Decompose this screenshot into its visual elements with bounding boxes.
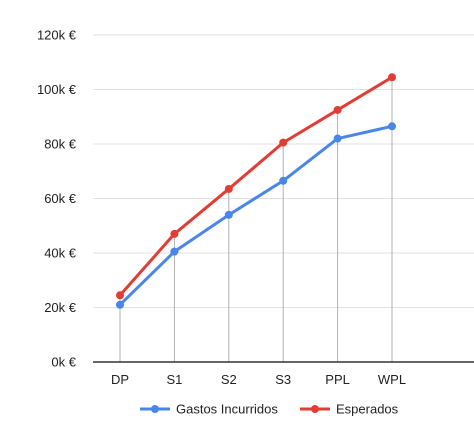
x-tick-label: WPL — [378, 372, 406, 387]
y-tick-label: 60k € — [44, 191, 77, 206]
legend-swatch-marker — [311, 405, 319, 413]
data-point — [388, 122, 396, 131]
series — [116, 73, 396, 309]
drop-lines — [119, 77, 393, 362]
y-tick-label: 0k € — [51, 355, 76, 370]
data-point — [388, 73, 396, 82]
data-point — [116, 300, 124, 309]
legend-label: Esperados — [336, 402, 399, 417]
x-tick-label: PPL — [325, 372, 350, 387]
data-point — [170, 229, 179, 238]
series-line — [118, 124, 394, 307]
legend-item: Gastos Incurridos — [140, 402, 278, 417]
data-point — [116, 291, 124, 300]
legend: Gastos Incurridos Esperados — [140, 402, 399, 417]
x-tick-label: S2 — [221, 372, 237, 387]
series-0 — [116, 122, 396, 309]
data-point — [333, 105, 342, 114]
data-point — [224, 210, 233, 219]
data-point — [224, 184, 233, 193]
axes: 0k € 20k € 40k € 60k € 80k € 100k € 120k € DP S1… — [37, 28, 474, 387]
legend-label: Gastos Incurridos — [176, 402, 278, 417]
y-tick-label: 20k € — [44, 300, 77, 315]
x-tick-label: S1 — [166, 372, 182, 387]
data-point — [279, 138, 288, 147]
y-tick-label: 100k € — [37, 82, 77, 97]
data-point — [333, 134, 342, 143]
y-tick-label: 80k € — [44, 137, 77, 152]
series-line — [118, 75, 394, 297]
x-tick-label: DP — [111, 372, 129, 387]
legend-swatch-marker — [151, 405, 159, 413]
data-point — [279, 176, 288, 185]
data-point — [170, 247, 179, 256]
x-tick-label: S3 — [275, 372, 291, 387]
series-1 — [116, 73, 396, 300]
y-tick-label: 120k € — [37, 28, 77, 43]
legend-item: Esperados — [300, 402, 399, 417]
y-tick-label: 40k € — [44, 246, 77, 261]
